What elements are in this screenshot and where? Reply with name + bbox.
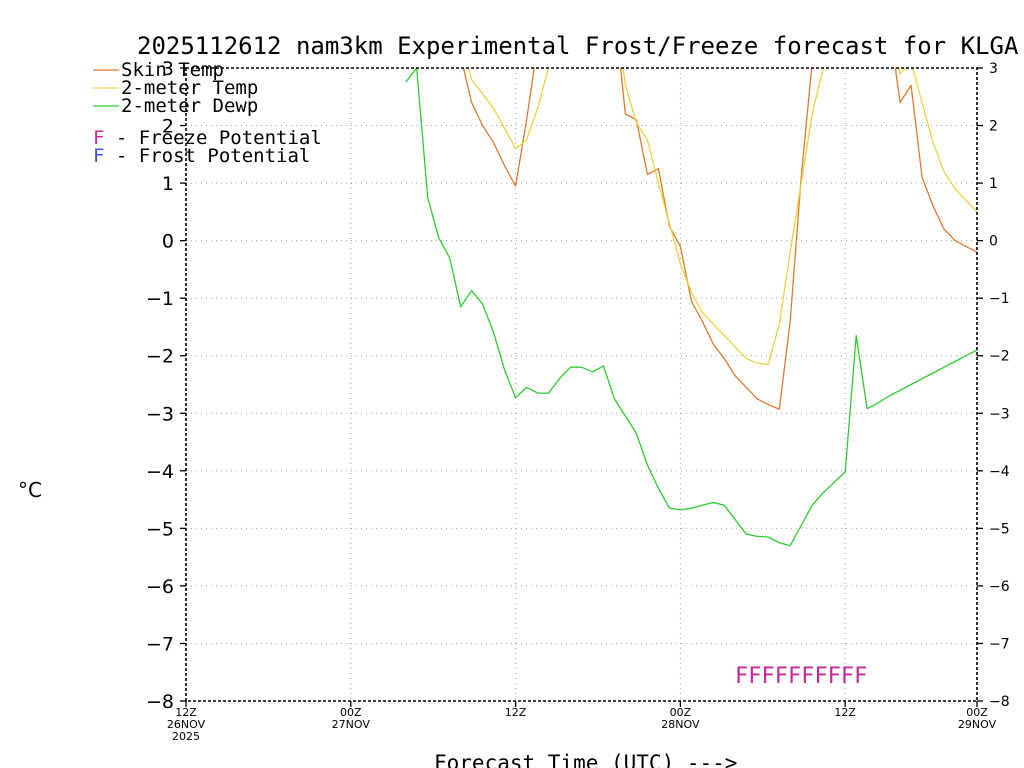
x-tick-label: 12Z [175,706,197,719]
y-tick-label-right: −6 [989,579,1010,595]
y-tick-label: 0 [162,231,174,253]
x-tick-label: 12Z [505,706,527,719]
x-tick-label: 29NOV [958,718,997,731]
y-tick-label-right: 1 [989,176,998,192]
y-tick-label-right: −1 [989,291,1010,307]
plot-frame [185,67,978,702]
x-tick-label: 26NOV [167,718,206,731]
y-tick-label: −8 [146,691,174,713]
y-tick-label-right: −7 [989,636,1010,652]
y-tick-label: −7 [146,633,174,655]
y-tick-label: −5 [146,518,174,540]
legend-frost-letter: F [93,145,104,167]
series-line-skin-temp [462,68,977,410]
y-tick-label: −4 [146,461,174,483]
y-tick-label-right: −5 [989,521,1010,537]
legend-frost-potential: F - Frost Potential [93,145,310,167]
series-lines [405,68,977,547]
y-axis-label: °C [18,478,42,502]
y-tick-label-right: −8 [989,694,1010,710]
legend-freeze-text: - Freeze Potential [104,127,321,149]
y-tick-label-right: 3 [989,61,998,77]
y-tick-label-right: −2 [989,349,1010,365]
chart-title: 2025112612 nam3km Experimental Frost/Fre… [137,32,1019,60]
gridlines [186,68,977,701]
y-tick-label: −1 [146,288,174,310]
freeze-potential-flags: FFFFFFFFFF [735,664,867,689]
y-tick-label-right: −4 [989,464,1010,480]
x-axis-label: Forecast Time (UTC) ---> [434,751,737,768]
y-tick-label: −2 [146,346,174,368]
x-tick-label: 27NOV [332,718,371,731]
x-tick-label: 2025 [172,730,200,743]
y-tick-label: −3 [146,403,174,425]
x-tick-label: 00Z [340,706,362,719]
legend-freeze-potential: F - Freeze Potential [93,127,322,149]
legend-frost-text: - Frost Potential [104,145,310,167]
legend-freeze-letter: F [93,127,104,149]
y-tick-label-right: 2 [989,119,998,135]
y-tick-label-right: −3 [989,406,1010,422]
x-tick-label: 12Z [834,706,856,719]
legend-label-skin-temp: Skin Temp [121,59,224,81]
y-tick-label: 2 [162,116,174,138]
series-line-2-meter-temp [467,68,977,366]
y-tick-label: 3 [162,58,174,80]
legend-label-2m-dewp: 2-meter Dewp [121,95,258,117]
y-tick-label-right: 0 [989,234,998,250]
x-tick-label: 00Z [670,706,692,719]
legend: Skin Temp 2-meter Temp 2-meter Dewp F - … [93,59,322,167]
x-tick-label: 00Z [966,706,988,719]
x-tick-label: 28NOV [661,718,700,731]
y-tick-label: −6 [146,576,174,598]
y-tick-label: 1 [162,173,174,195]
series-line-2-meter-dewp [405,68,977,547]
y-axis-ticks: −8 −8 −7 −7 −6 −6 −5 −5 −4 −4 −3 −3 −2 −2 −1 −1 0 0 1 1 2 2 3 3 [146,58,1010,713]
legend-label-2m-temp: 2-meter Temp [121,77,258,99]
